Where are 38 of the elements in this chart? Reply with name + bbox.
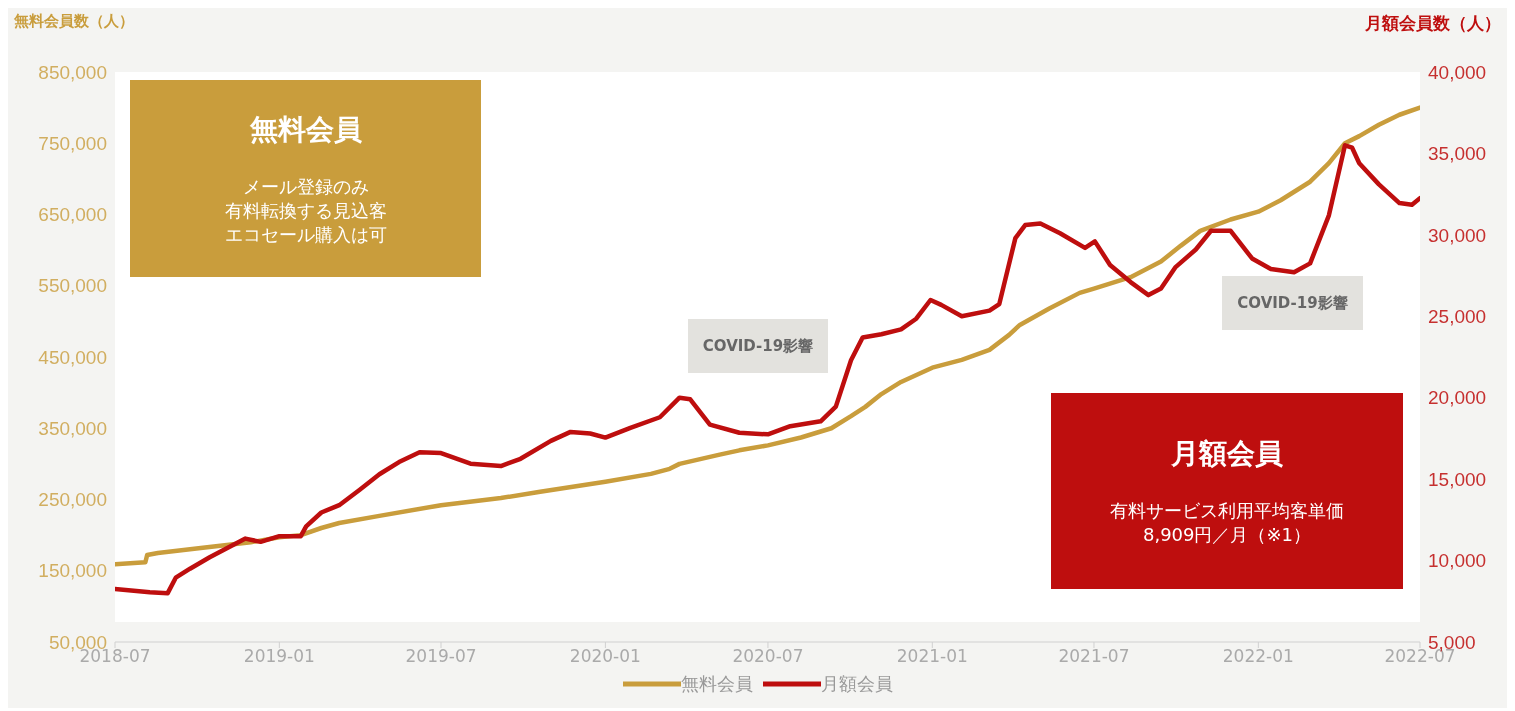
- y-tick-label: 650,000: [38, 204, 107, 226]
- x-tick-label: 2019-01: [243, 646, 315, 667]
- y2-axis-title: 月額会員数（人）: [1365, 12, 1501, 35]
- x-tick-label: 2019-07: [405, 646, 477, 667]
- legend-label: 月額会員: [820, 672, 893, 696]
- y2-tick-label: 20,000: [1428, 387, 1487, 409]
- y-axis-title: 無料会員数（人）: [14, 12, 134, 31]
- annotation: エコセール購入は可: [224, 222, 387, 247]
- annotation: メール登録のみ: [242, 174, 369, 199]
- x-tick-label: 2020-01: [569, 646, 641, 667]
- annotation: COVID-19影響: [1237, 293, 1348, 314]
- y2-tick-label: 25,000: [1428, 306, 1487, 328]
- annotation: COVID-19影響: [702, 336, 814, 357]
- annotation: 無料会員: [249, 111, 362, 148]
- x-tick-label: 2021-01: [896, 646, 968, 667]
- note-panel: COVID-19影響: [688, 319, 828, 373]
- legend-label: 無料会員: [680, 672, 753, 696]
- y2-tick-label: 40,000: [1428, 61, 1487, 83]
- info-panel: 月額会員 有料サービス利用平均客単価 8,909円／月（※1）: [1051, 393, 1403, 589]
- x-tick-label: 2021-07: [1058, 646, 1130, 667]
- y2-tick-label: 30,000: [1428, 224, 1487, 246]
- y2-tick-label: 10,000: [1428, 550, 1487, 572]
- y-tick-label: 850,000: [38, 61, 107, 83]
- y-tick-label: 250,000: [38, 489, 107, 511]
- y2-tick-label: 15,000: [1428, 468, 1487, 490]
- y2-tick-label: 35,000: [1428, 143, 1487, 165]
- y-tick-label: 550,000: [38, 275, 107, 297]
- y-tick-label: 350,000: [38, 417, 107, 439]
- x-tick-label: 2022-01: [1222, 646, 1294, 667]
- annotation: 月額会員: [1171, 436, 1283, 472]
- y-tick-label: 750,000: [38, 132, 107, 154]
- y-tick-label: 450,000: [38, 346, 107, 368]
- note-panel: COVID-19影響: [1222, 276, 1363, 330]
- x-tick-label: 2020-07: [732, 646, 804, 667]
- y-tick-label: 150,000: [38, 560, 107, 582]
- annotation: 8,909円／月（※1）: [1142, 523, 1312, 547]
- annotation: 有料サービス利用平均客単価: [1110, 499, 1344, 523]
- annotation: 有料転換する見込客: [224, 198, 387, 223]
